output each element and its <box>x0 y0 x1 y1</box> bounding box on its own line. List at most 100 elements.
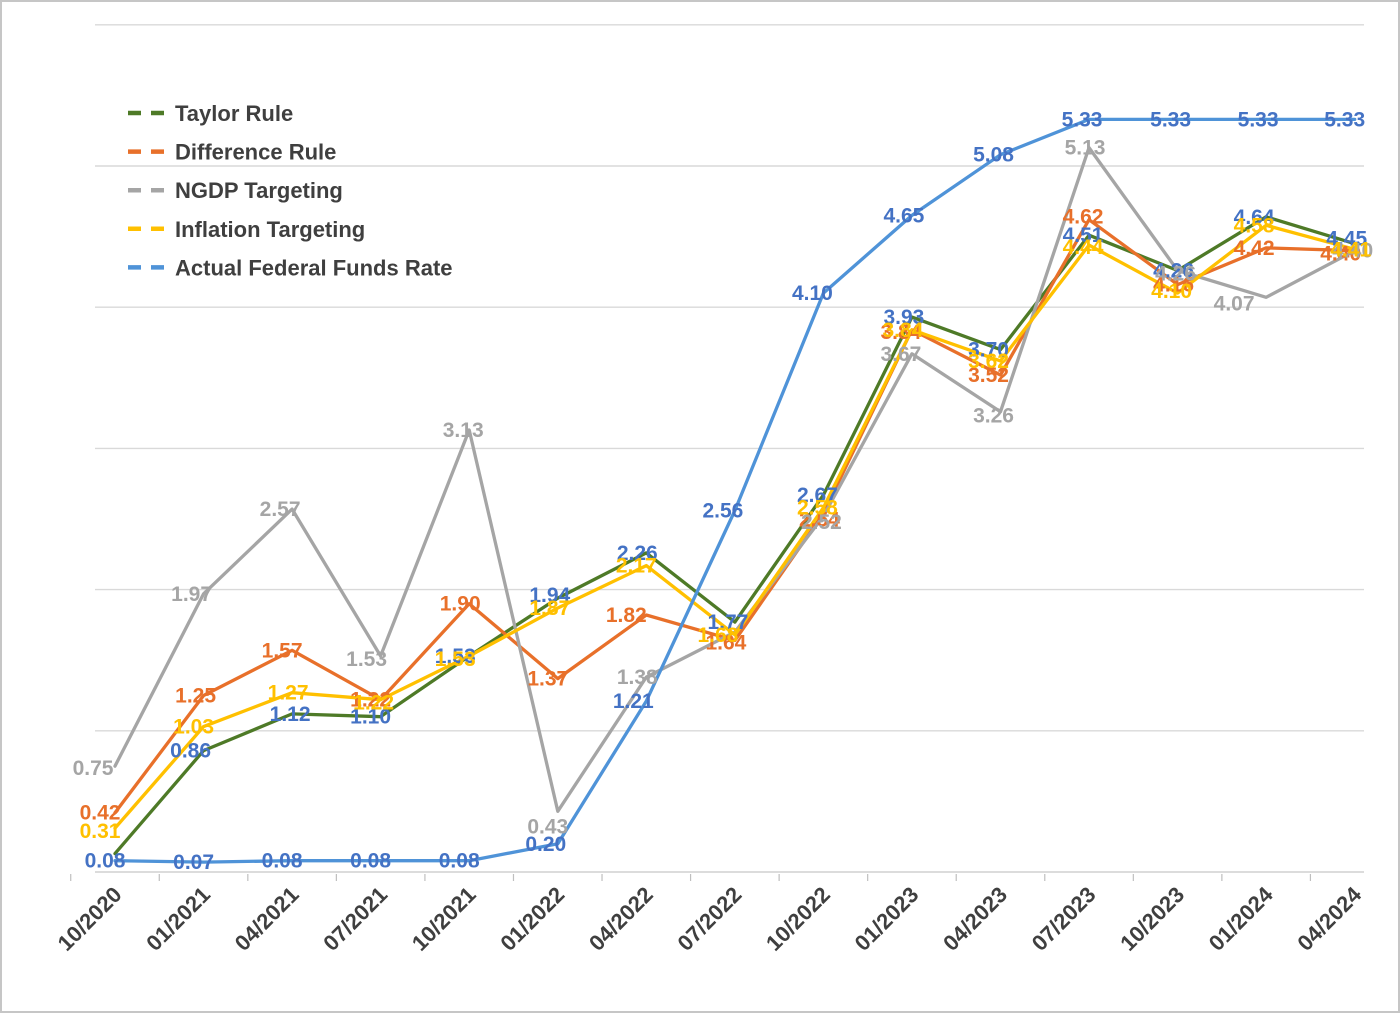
data-label-inflation-targeting-04-2023: 3.62 <box>968 350 1009 373</box>
data-label-inflation-targeting-04-2021: 1.27 <box>268 682 309 705</box>
data-label-actual-federal-funds-rate-10-2020: 0.08 <box>85 850 126 873</box>
data-label-taylor-rule-01-2024: 4.64 <box>1234 206 1275 229</box>
data-label-inflation-targeting-04-2022: 2.17 <box>616 555 657 578</box>
series-line-actual-federal-funds-rate <box>113 117 1357 864</box>
data-label-actual-federal-funds-rate-07-2022: 2.56 <box>702 500 743 523</box>
data-label-taylor-rule-10-2021: 1.53 <box>435 645 476 668</box>
data-label-ngdp-targeting-04-2022: 1.38 <box>617 666 658 689</box>
data-label-actual-federal-funds-rate-07-2021: 0.08 <box>350 850 391 873</box>
legend-item-actual-federal-funds-rate: Actual Federal Funds Rate <box>128 255 453 280</box>
data-label-difference-rule-01-2022: 1.37 <box>527 668 568 691</box>
legend-item-inflation-targeting: Inflation Targeting <box>128 217 365 242</box>
x-axis-label-07-2022: 07/2022 <box>672 882 746 956</box>
data-label-taylor-rule-04-2024: 4.45 <box>1326 228 1367 251</box>
x-axis-label-10-2021: 10/2021 <box>407 882 481 956</box>
data-label-difference-rule-01-2023: 3.84 <box>880 321 921 344</box>
data-label-inflation-targeting-10-2021: 1.53 <box>435 648 476 671</box>
data-label-actual-federal-funds-rate-04-2022: 1.21 <box>613 690 654 713</box>
x-axis-label-01-2022: 01/2022 <box>495 882 569 956</box>
data-label-actual-federal-funds-rate-04-2021: 0.08 <box>262 850 303 873</box>
data-label-difference-rule-04-2022: 1.82 <box>606 604 647 627</box>
legend-label-inflation-targeting: Inflation Targeting <box>175 217 365 242</box>
data-label-ngdp-targeting-10-2023: 4.26 <box>1155 263 1196 286</box>
data-label-inflation-targeting-10-2022: 2.58 <box>797 497 838 520</box>
data-label-actual-federal-funds-rate-07-2023: 5.33 <box>1062 108 1103 131</box>
legend-item-difference-rule: Difference Rule <box>128 140 336 165</box>
data-label-difference-rule-10-2022: 2.54 <box>799 508 840 531</box>
gridlines-group <box>70 24 1364 881</box>
data-label-ngdp-targeting-01-2023: 3.67 <box>880 343 921 366</box>
data-label-inflation-targeting-10-2020: 0.31 <box>80 820 121 843</box>
x-axis-label-07-2023: 07/2023 <box>1027 882 1101 956</box>
legend-label-taylor-rule: Taylor Rule <box>175 101 293 126</box>
data-label-inflation-targeting-01-2024: 4.58 <box>1234 214 1275 237</box>
data-label-inflation-targeting-07-2022: 1.68 <box>697 624 738 647</box>
data-label-taylor-rule-01-2021: 0.86 <box>170 740 211 763</box>
x-axis-label-01-2023: 01/2023 <box>850 882 924 956</box>
data-label-ngdp-targeting-01-2024: 4.07 <box>1214 292 1255 315</box>
data-label-ngdp-targeting-10-2022: 2.52 <box>801 511 842 534</box>
data-label-ngdp-targeting-10-2020: 0.75 <box>73 757 114 780</box>
x-axis-label-10-2020: 10/2020 <box>53 882 127 956</box>
legend-label-ngdp-targeting: NGDP Targeting <box>175 178 343 203</box>
x-axis-label-07-2021: 07/2021 <box>318 882 392 956</box>
series-line-difference-rule <box>113 218 1357 815</box>
data-label-actual-federal-funds-rate-01-2023: 4.65 <box>883 204 924 227</box>
x-axis-label-10-2023: 10/2023 <box>1115 882 1189 956</box>
legend-item-taylor-rule: Taylor Rule <box>128 101 293 126</box>
x-axis-label-04-2024: 04/2024 <box>1292 881 1366 955</box>
data-label-taylor-rule-07-2022: 1.77 <box>707 611 748 634</box>
data-label-actual-federal-funds-rate-04-2023: 5.08 <box>973 144 1014 167</box>
data-label-difference-rule-07-2021: 1.22 <box>350 689 391 712</box>
data-label-actual-federal-funds-rate-04-2024: 5.33 <box>1324 108 1365 131</box>
data-label-difference-rule-10-2023: 4.16 <box>1153 274 1194 297</box>
data-label-ngdp-targeting-04-2024: 4.40 <box>1332 240 1373 263</box>
data-label-inflation-targeting-01-2022: 1.87 <box>529 597 570 620</box>
x-axis-label-10-2022: 10/2022 <box>761 882 835 956</box>
legend-group: Taylor Rule Difference Rule NGDP Targeting… <box>128 101 453 280</box>
data-label-difference-rule-04-2024: 4.40 <box>1320 243 1361 266</box>
legend-item-ngdp-targeting: NGDP Targeting <box>128 178 343 203</box>
data-label-taylor-rule-10-2022: 2.67 <box>797 484 838 507</box>
data-label-ngdp-targeting-04-2021: 2.57 <box>260 498 301 521</box>
x-axis-label-04-2023: 04/2023 <box>938 882 1012 956</box>
data-label-ngdp-targeting-10-2021: 3.13 <box>443 419 484 442</box>
data-label-difference-rule-04-2021: 1.57 <box>262 639 303 662</box>
series-line-inflation-targeting <box>113 223 1357 830</box>
x-axis-label-04-2021: 04/2021 <box>230 882 304 956</box>
data-label-difference-rule-07-2022: 1.64 <box>705 631 746 654</box>
data-label-taylor-rule-04-2021: 1.12 <box>270 703 311 726</box>
data-label-inflation-targeting-07-2023: 4.44 <box>1063 236 1104 259</box>
data-label-difference-rule-10-2021: 1.90 <box>440 593 481 616</box>
data-label-ngdp-targeting-01-2021: 1.97 <box>171 583 212 606</box>
data-label-difference-rule-01-2024: 4.42 <box>1234 237 1275 260</box>
data-label-ngdp-targeting-07-2023: 5.13 <box>1065 137 1106 160</box>
data-label-ngdp-targeting-01-2022: 0.43 <box>527 815 568 838</box>
data-label-difference-rule-01-2021: 1.25 <box>175 685 216 708</box>
data-label-actual-federal-funds-rate-10-2023: 5.33 <box>1150 108 1191 131</box>
data-label-taylor-rule-07-2023: 4.51 <box>1063 224 1104 247</box>
data-label-inflation-targeting-01-2021: 1.03 <box>173 716 214 739</box>
data-label-inflation-targeting-07-2021: 1.22 <box>353 692 394 715</box>
data-label-inflation-targeting-01-2023: 3.84 <box>882 319 923 342</box>
x-axis-label-01-2024: 01/2024 <box>1204 881 1278 955</box>
data-label-taylor-rule-01-2022: 1.94 <box>529 584 570 607</box>
data-label-taylor-rule-07-2021: 1.10 <box>350 706 391 729</box>
data-label-taylor-rule-04-2023: 3.70 <box>968 339 1009 362</box>
data-label-inflation-targeting-04-2024: 4.41 <box>1330 238 1371 261</box>
x-axis-label-04-2022: 04/2022 <box>584 882 658 956</box>
series-line-taylor-rule <box>113 215 1357 856</box>
data-label-inflation-targeting-10-2023: 4.10 <box>1151 280 1192 303</box>
data-label-taylor-rule-04-2022: 2.26 <box>617 542 658 565</box>
x-axis-group: 10/2020 01/2021 04/2021 07/2021 10/2021 01/20… <box>53 881 1367 955</box>
data-label-actual-federal-funds-rate-01-2022: 0.20 <box>525 833 566 856</box>
data-labels-group: 0.86 1.12 1.10 1.53 1.94 2.26 1.77 2.67 3.93 3.70… <box>73 108 1374 874</box>
data-label-taylor-rule-10-2023: 4.26 <box>1153 260 1194 283</box>
data-label-taylor-rule-01-2023: 3.93 <box>883 306 924 329</box>
data-label-actual-federal-funds-rate-01-2021: 0.07 <box>173 851 214 874</box>
data-label-actual-federal-funds-rate-10-2022: 4.10 <box>792 282 833 305</box>
x-axis-label-01-2021: 01/2021 <box>141 882 215 956</box>
data-label-ngdp-targeting-04-2023: 3.26 <box>973 405 1014 428</box>
